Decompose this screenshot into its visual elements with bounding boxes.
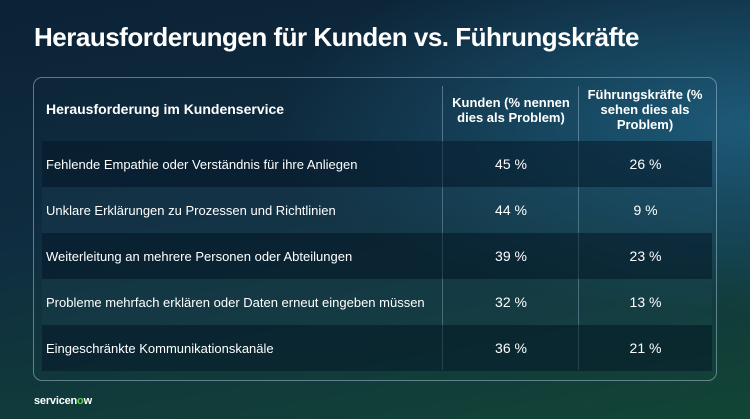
customers-value: 32 % xyxy=(495,294,527,310)
executives-value: 9 % xyxy=(633,202,658,218)
customers-value: 45 % xyxy=(495,156,527,172)
servicenow-logo: servicenow xyxy=(34,395,92,407)
column-divider xyxy=(442,86,443,370)
header-challenge: Herausforderung im Kundenservice xyxy=(46,101,285,117)
column-divider xyxy=(578,86,579,370)
customers-value: 36 % xyxy=(495,340,527,356)
customers-value: 44 % xyxy=(495,202,527,218)
table-row: Fehlende Empathie oder Verständnis für i… xyxy=(42,141,712,187)
header-executives: Führungskräfte (% sehen dies als Problem… xyxy=(587,87,703,132)
table-header: Herausforderung im Kundenservice Kunden … xyxy=(34,78,716,141)
page-title: Herausforderungen für Kunden vs. Führung… xyxy=(34,22,639,52)
executives-value: 21 % xyxy=(629,340,662,356)
customers-value: 39 % xyxy=(495,248,527,264)
executives-value: 23 % xyxy=(629,248,662,264)
logo-text: servicen xyxy=(34,395,78,407)
table-row: Weiterleitung an mehrere Personen oder A… xyxy=(42,233,712,279)
challenge-cell: Eingeschränkte Kommunikationskanäle xyxy=(46,340,274,356)
challenge-cell: Fehlende Empathie oder Verständnis für i… xyxy=(46,156,358,172)
table-row: Probleme mehrfach erklären oder Daten er… xyxy=(42,279,712,325)
challenge-cell: Unklare Erklärungen zu Prozessen und Ric… xyxy=(46,202,336,218)
logo-text-end: w xyxy=(83,395,93,407)
challenge-cell: Probleme mehrfach erklären oder Daten er… xyxy=(46,294,425,310)
table-row: Unklare Erklärungen zu Prozessen und Ric… xyxy=(42,187,712,233)
logo-o: o xyxy=(77,395,84,407)
executives-value: 13 % xyxy=(629,294,662,310)
executives-value: 26 % xyxy=(629,156,662,172)
table-row: Eingeschränkte Kommunikationskanäle 36 % 2… xyxy=(42,325,712,371)
comparison-table: Herausforderung im Kundenservice Kunden … xyxy=(33,77,717,381)
header-customers: Kunden (% nennen dies als Problem) xyxy=(452,94,570,125)
challenge-cell: Weiterleitung an mehrere Personen oder A… xyxy=(46,248,353,264)
